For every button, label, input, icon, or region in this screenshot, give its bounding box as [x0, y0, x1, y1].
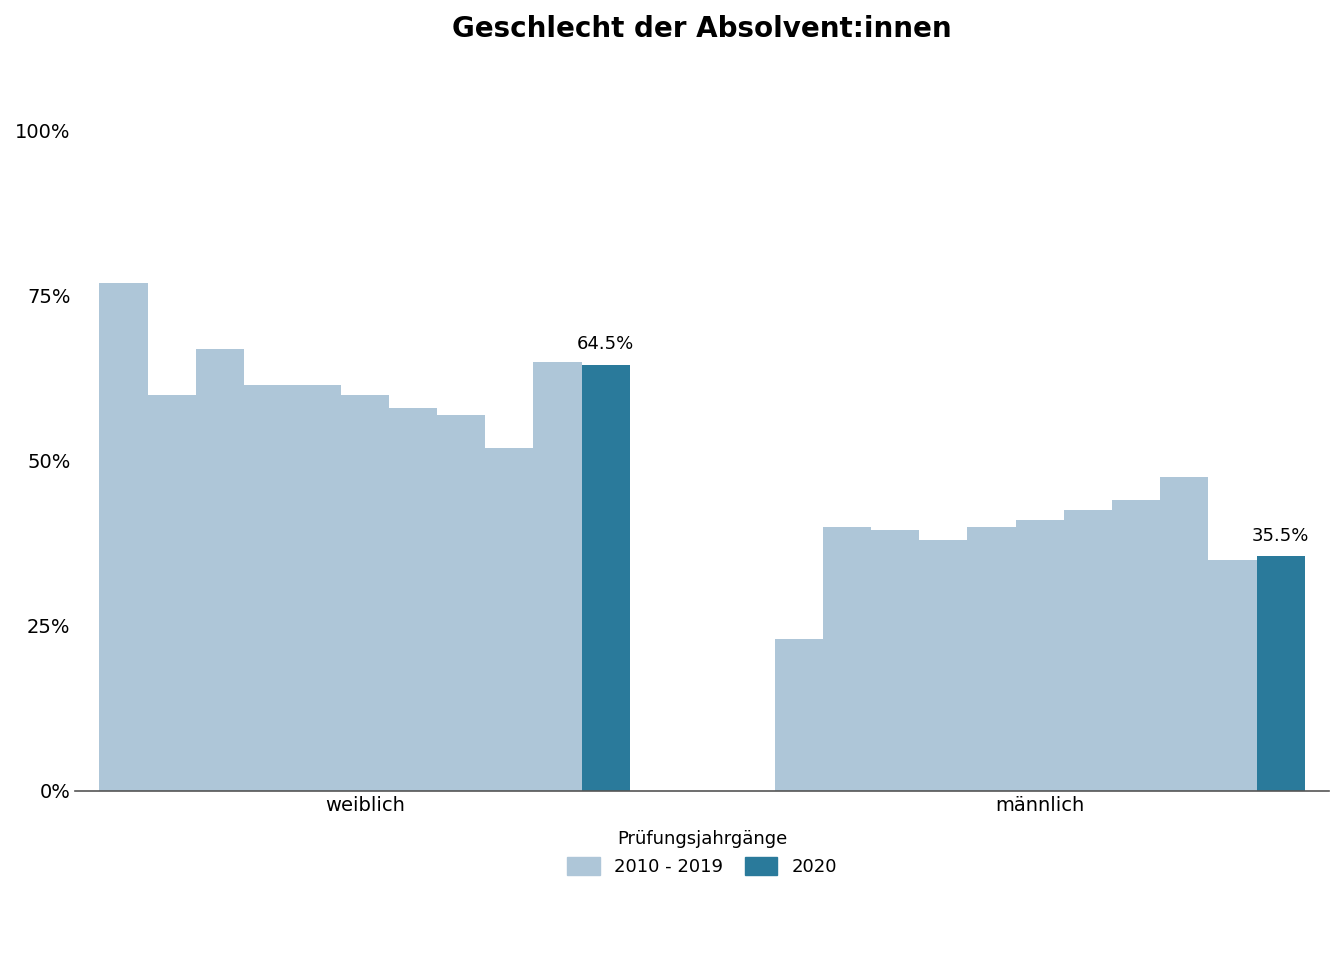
Bar — [293, 385, 340, 791]
Bar — [1064, 511, 1111, 791]
Legend: 2010 - 2019, 2020: 2010 - 2019, 2020 — [567, 829, 837, 876]
Bar — [871, 530, 919, 791]
Bar — [148, 395, 196, 791]
Bar — [968, 527, 1016, 791]
Bar — [245, 385, 293, 791]
Bar — [340, 395, 388, 791]
Bar — [582, 365, 630, 791]
Title: Geschlecht der Absolvent:innen: Geschlecht der Absolvent:innen — [453, 15, 952, 43]
Bar — [1208, 560, 1257, 791]
Bar — [1257, 557, 1305, 791]
Bar — [534, 362, 582, 791]
Bar — [1111, 500, 1160, 791]
Bar — [99, 282, 148, 791]
Bar — [919, 540, 968, 791]
Bar — [823, 527, 871, 791]
Bar — [437, 415, 485, 791]
Text: 64.5%: 64.5% — [577, 335, 634, 353]
Bar — [196, 348, 245, 791]
Bar — [485, 447, 534, 791]
Bar — [1160, 477, 1208, 791]
Bar — [774, 639, 823, 791]
Bar — [1016, 520, 1064, 791]
Text: 35.5%: 35.5% — [1253, 527, 1309, 544]
Bar — [388, 408, 437, 791]
